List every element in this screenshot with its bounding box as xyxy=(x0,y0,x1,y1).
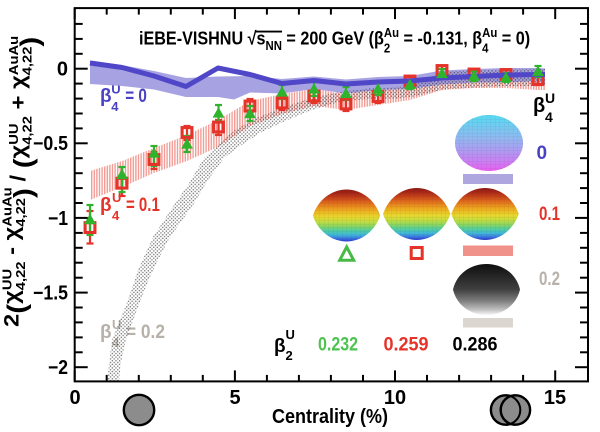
svg-text:−0.5: −0.5 xyxy=(33,133,68,155)
svg-text:U: U xyxy=(286,327,295,342)
svg-text:U: U xyxy=(545,90,555,106)
svg-text:2: 2 xyxy=(286,348,293,363)
svg-text:4: 4 xyxy=(545,109,553,125)
svg-text:0.1: 0.1 xyxy=(539,204,560,225)
svg-text:−2: −2 xyxy=(48,357,68,379)
svg-text:0: 0 xyxy=(537,143,548,164)
svg-text:Centrality (%): Centrality (%) xyxy=(272,406,388,428)
svg-text:5: 5 xyxy=(229,387,240,409)
svg-text:0: 0 xyxy=(69,387,80,409)
svg-text:U: U xyxy=(112,317,121,332)
svg-text:β: β xyxy=(274,336,286,357)
svg-text:U: U xyxy=(112,190,121,205)
svg-text:0.259: 0.259 xyxy=(384,335,429,356)
svg-text:4: 4 xyxy=(112,208,120,223)
svg-text:= 0.2: = 0.2 xyxy=(126,322,165,343)
svg-text:U: U xyxy=(111,82,120,97)
svg-text:β: β xyxy=(533,95,545,117)
svg-text:0: 0 xyxy=(57,59,68,81)
svg-text:−1.5: −1.5 xyxy=(33,283,68,305)
svg-text:β: β xyxy=(100,86,112,107)
svg-text:−1: −1 xyxy=(48,208,68,230)
svg-text:β: β xyxy=(100,195,112,216)
svg-text:15: 15 xyxy=(544,387,566,409)
svg-text:0.2: 0.2 xyxy=(539,269,560,290)
svg-text:= 0: = 0 xyxy=(125,86,147,107)
svg-text:10: 10 xyxy=(384,387,406,409)
svg-text:0.286: 0.286 xyxy=(453,335,498,356)
svg-text:= 0.1: = 0.1 xyxy=(126,195,160,216)
svg-text:4: 4 xyxy=(111,99,119,114)
svg-text:0.232: 0.232 xyxy=(318,335,358,356)
svg-text:β: β xyxy=(100,322,112,343)
